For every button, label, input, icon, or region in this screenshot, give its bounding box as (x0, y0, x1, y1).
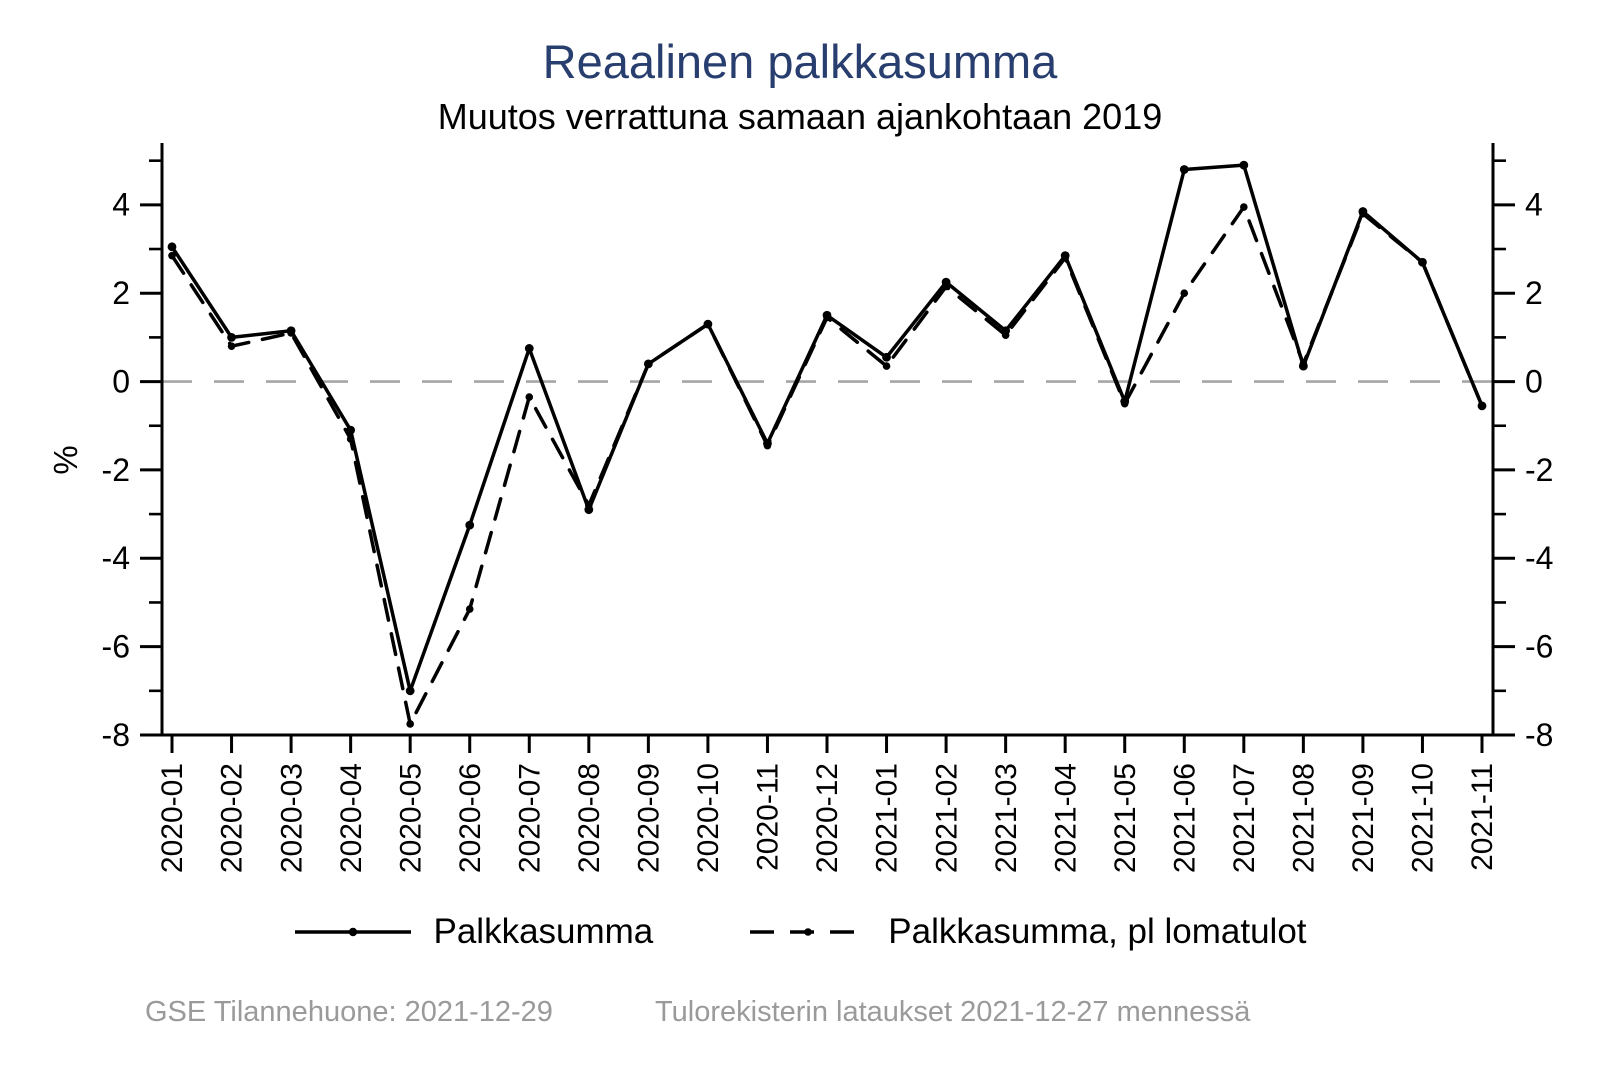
x-tick-label: 2020-07 (513, 763, 546, 873)
x-tick-label: 2020-10 (692, 763, 725, 873)
data-point-solid (524, 344, 534, 353)
x-tick-label: 2021-08 (1288, 763, 1321, 873)
legend-solid-line-icon (295, 927, 412, 937)
data-point-solid (882, 352, 891, 362)
y-tick-label-left: -2 (102, 452, 130, 488)
x-tick-label: 2021-02 (930, 763, 963, 873)
data-point-solid (405, 686, 415, 696)
y-tick-label-left: -4 (102, 540, 130, 576)
x-tick-label: 2021-01 (871, 763, 904, 873)
legend-dashed-line-icon (750, 928, 867, 936)
x-tick-label: 2020-08 (573, 763, 606, 873)
data-point-solid (1179, 165, 1189, 174)
data-point-dashed (1299, 360, 1308, 368)
y-tick-label-right: -4 (1525, 540, 1553, 576)
y-tick-label-right: -8 (1525, 717, 1553, 753)
x-tick-label: 2021-09 (1347, 763, 1380, 873)
x-tick-label: 2021-05 (1109, 763, 1142, 873)
data-point-dashed (1061, 254, 1069, 262)
data-point-dashed (1120, 399, 1129, 408)
x-tick-label: 2021-06 (1168, 763, 1201, 873)
data-point-dashed (1359, 209, 1367, 218)
data-point-dashed (585, 501, 593, 510)
y-tick-label-left: 4 (112, 187, 130, 223)
data-point-solid (465, 520, 475, 530)
data-point-dashed (287, 329, 295, 337)
x-tick-label: 2021-03 (990, 763, 1023, 873)
chart-title: Reaalinen palkkasumma (542, 35, 1058, 88)
x-tick-label: 2020-03 (275, 763, 308, 873)
y-tick-label-right: 4 (1525, 187, 1543, 223)
data-point-dashed (1001, 331, 1010, 339)
x-tick-label: 2021-10 (1407, 763, 1440, 873)
x-tick-label: 2020-12 (811, 763, 844, 873)
y-tick-label-left: -6 (102, 629, 130, 665)
footer-data-note: Tulorekisterin lataukset 2021-12-27 menn… (655, 996, 1251, 1028)
legend-label: Palkkasumma, pl lomatulot (888, 912, 1307, 951)
y-tick-label-right: 0 (1525, 363, 1543, 399)
legend-label: Palkkasumma (433, 912, 654, 951)
data-point-dashed (823, 313, 831, 322)
data-point-solid (227, 332, 236, 342)
x-tick-label: 2021-04 (1049, 763, 1082, 873)
x-tick-label: 2020-04 (335, 763, 368, 873)
data-point-dashed (346, 435, 355, 443)
legend-item-palkkasumma-pl-lomatulot: Palkkasumma, pl lomatulot (748, 912, 1307, 952)
data-point-dashed (882, 362, 891, 370)
x-tick-label: 2021-11 (1466, 763, 1499, 871)
y-tick-label-left: 0 (112, 363, 130, 399)
x-tick-label: 2020-06 (454, 763, 487, 873)
data-point-dashed (704, 320, 712, 328)
data-point-dashed (465, 605, 474, 613)
data-point-solid (167, 242, 177, 252)
legend: Palkkasumma Palkkasumma, pl lomatulot (0, 912, 1600, 952)
data-point-solid (1239, 160, 1249, 170)
x-tick-label: 2020-02 (216, 763, 249, 873)
data-point-dashed (1180, 289, 1189, 298)
y-tick-label-right: 2 (1525, 275, 1543, 311)
y-tick-label-left: -8 (102, 717, 130, 753)
x-tick-label: 2020-09 (633, 763, 666, 873)
data-point-dashed (1478, 402, 1486, 410)
y-tick-label-right: -6 (1525, 629, 1553, 665)
series-line-dashed (170, 205, 1484, 726)
x-tick-label: 2020-11 (752, 763, 785, 871)
data-point-dashed (1240, 203, 1248, 211)
data-point-dashed (227, 342, 236, 351)
x-tick-label: 2020-01 (156, 763, 189, 873)
data-point-dashed (942, 282, 950, 291)
data-point-dashed (644, 360, 653, 368)
data-point-dashed (1418, 258, 1427, 267)
chart-subtitle: Muutos verrattuna samaan ajankohtaan 201… (437, 96, 1163, 137)
y-tick-label-right: -2 (1525, 452, 1553, 488)
x-tick-label: 2020-05 (394, 763, 427, 873)
y-tick-label-left: 2 (112, 275, 130, 311)
data-point-dashed (406, 720, 414, 728)
footer-source-note: GSE Tilannehuone: 2021-12-29 (145, 996, 553, 1028)
data-point-dashed (168, 251, 176, 260)
x-tick-label: 2021-07 (1228, 763, 1261, 873)
y-axis-label: % (47, 445, 84, 475)
data-point-dashed (763, 441, 772, 450)
series-line-solid (170, 163, 1484, 693)
legend-item-palkkasumma: Palkkasumma (293, 912, 653, 952)
data-point-dashed (525, 393, 534, 401)
